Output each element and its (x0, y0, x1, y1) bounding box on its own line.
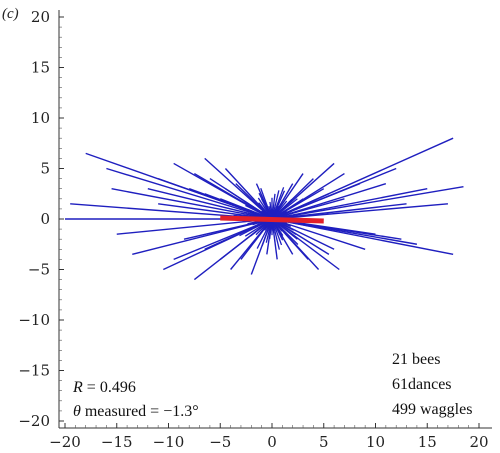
panel-label: (c) (2, 6, 19, 22)
y-tick-label: 0 (40, 210, 50, 228)
x-tick-label: −20 (49, 433, 81, 451)
waggle-vector-52 (271, 167, 397, 220)
x-tick-label: 0 (267, 433, 277, 451)
mean-vector (220, 215, 324, 224)
waggle-vector-59 (271, 185, 464, 220)
waggle-vector-11 (147, 188, 273, 220)
x-tick-label: −10 (153, 433, 185, 451)
x-tick-label: 5 (319, 433, 329, 451)
waggle-vector-42 (271, 162, 335, 220)
y-tick-label: 5 (40, 160, 50, 178)
y-tick-label: −20 (18, 412, 50, 430)
waggles-count: 499 waggles (392, 401, 472, 418)
y-tick-label: 10 (31, 109, 50, 127)
y-tick-label: −10 (18, 311, 50, 329)
y-tick-label: −5 (28, 261, 50, 279)
x-tick-label: −15 (101, 433, 133, 451)
plot-layer (65, 137, 464, 281)
x-tick-label: 15 (418, 433, 437, 451)
r-annotation: R = 0.496 (72, 379, 136, 396)
waggle-vector-3 (111, 188, 273, 220)
theta-annotation: θ measured = −1.3° (73, 403, 199, 420)
waggle-vector-49 (271, 218, 366, 250)
y-tick-label: 20 (31, 8, 50, 26)
y-tick-label: 15 (31, 59, 50, 77)
annotations: R = 0.496 θ measured = −1.3° 21 bees 61d… (72, 351, 472, 420)
x-tick-label: −5 (209, 433, 231, 451)
ticks: −20 −15 −10 −5 0 5 10 15 20 −20 −15 −10 −5 0 5 10 15 20 (18, 8, 488, 451)
x-tick-label: 20 (469, 433, 488, 451)
waggle-vector-2 (106, 167, 273, 220)
bees-count: 21 bees (392, 351, 440, 368)
waggle-vector-60 (271, 137, 454, 220)
y-tick-label: −15 (18, 362, 50, 380)
x-tick-label: 10 (366, 433, 385, 451)
theta-value: −1.3° (163, 403, 198, 420)
dances-count: 61dances (392, 376, 452, 393)
waggle-vector-core-72 (271, 187, 285, 220)
r-value: 0.496 (100, 379, 136, 396)
